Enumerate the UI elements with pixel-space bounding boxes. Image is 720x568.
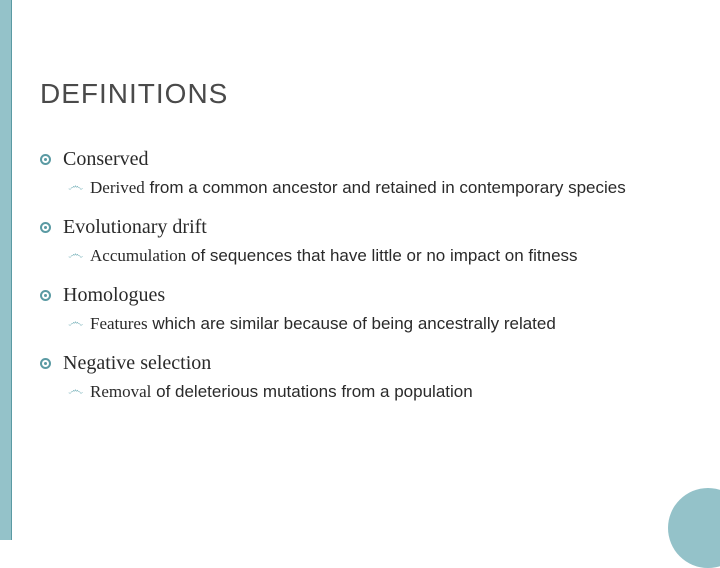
bullet-icon xyxy=(40,358,51,369)
term-row: Homologues xyxy=(40,284,690,307)
definition-row: ෴ Derived from a common ancestor and ret… xyxy=(68,177,690,200)
slide-title: DEFINITIONS xyxy=(40,78,690,110)
swirl-icon: ෴ xyxy=(68,246,86,264)
bullet-icon xyxy=(40,154,51,165)
term-row: Conserved xyxy=(40,148,690,171)
slide-content: DEFINITIONS Conserved ෴ Derived from a c… xyxy=(40,78,690,420)
term-label: Conserved xyxy=(63,148,149,171)
bullet-icon xyxy=(40,222,51,233)
definition-rest: of sequences that have little or no impa… xyxy=(186,246,577,265)
bullet-icon xyxy=(40,290,51,301)
accent-left-bar xyxy=(0,0,12,540)
definition-lead: Accumulation xyxy=(90,246,186,265)
term-label: Negative selection xyxy=(63,352,211,375)
definition-rest: of deleterious mutations from a populati… xyxy=(151,382,472,401)
definition-row: ෴ Removal of deleterious mutations from … xyxy=(68,381,690,404)
definition-text: Features which are similar because of be… xyxy=(90,313,556,336)
term-row: Evolutionary drift xyxy=(40,216,690,239)
definition-row: ෴ Features which are similar because of … xyxy=(68,313,690,336)
swirl-icon: ෴ xyxy=(68,382,86,400)
term-label: Evolutionary drift xyxy=(63,216,207,239)
definition-lead: Features xyxy=(90,314,148,333)
definition-lead: Removal xyxy=(90,382,151,401)
definition-text: Derived from a common ancestor and retai… xyxy=(90,177,626,200)
definition-text: Accumulation of sequences that have litt… xyxy=(90,245,578,268)
definition-row: ෴ Accumulation of sequences that have li… xyxy=(68,245,690,268)
definition-rest: which are similar because of being ances… xyxy=(148,314,556,333)
term-label: Homologues xyxy=(63,284,165,307)
accent-corner-circle xyxy=(668,488,720,568)
definition-rest: from a common ancestor and retained in c… xyxy=(145,178,626,197)
definition-text: Removal of deleterious mutations from a … xyxy=(90,381,473,404)
term-row: Negative selection xyxy=(40,352,690,375)
definition-lead: Derived xyxy=(90,178,145,197)
swirl-icon: ෴ xyxy=(68,314,86,332)
swirl-icon: ෴ xyxy=(68,178,86,196)
